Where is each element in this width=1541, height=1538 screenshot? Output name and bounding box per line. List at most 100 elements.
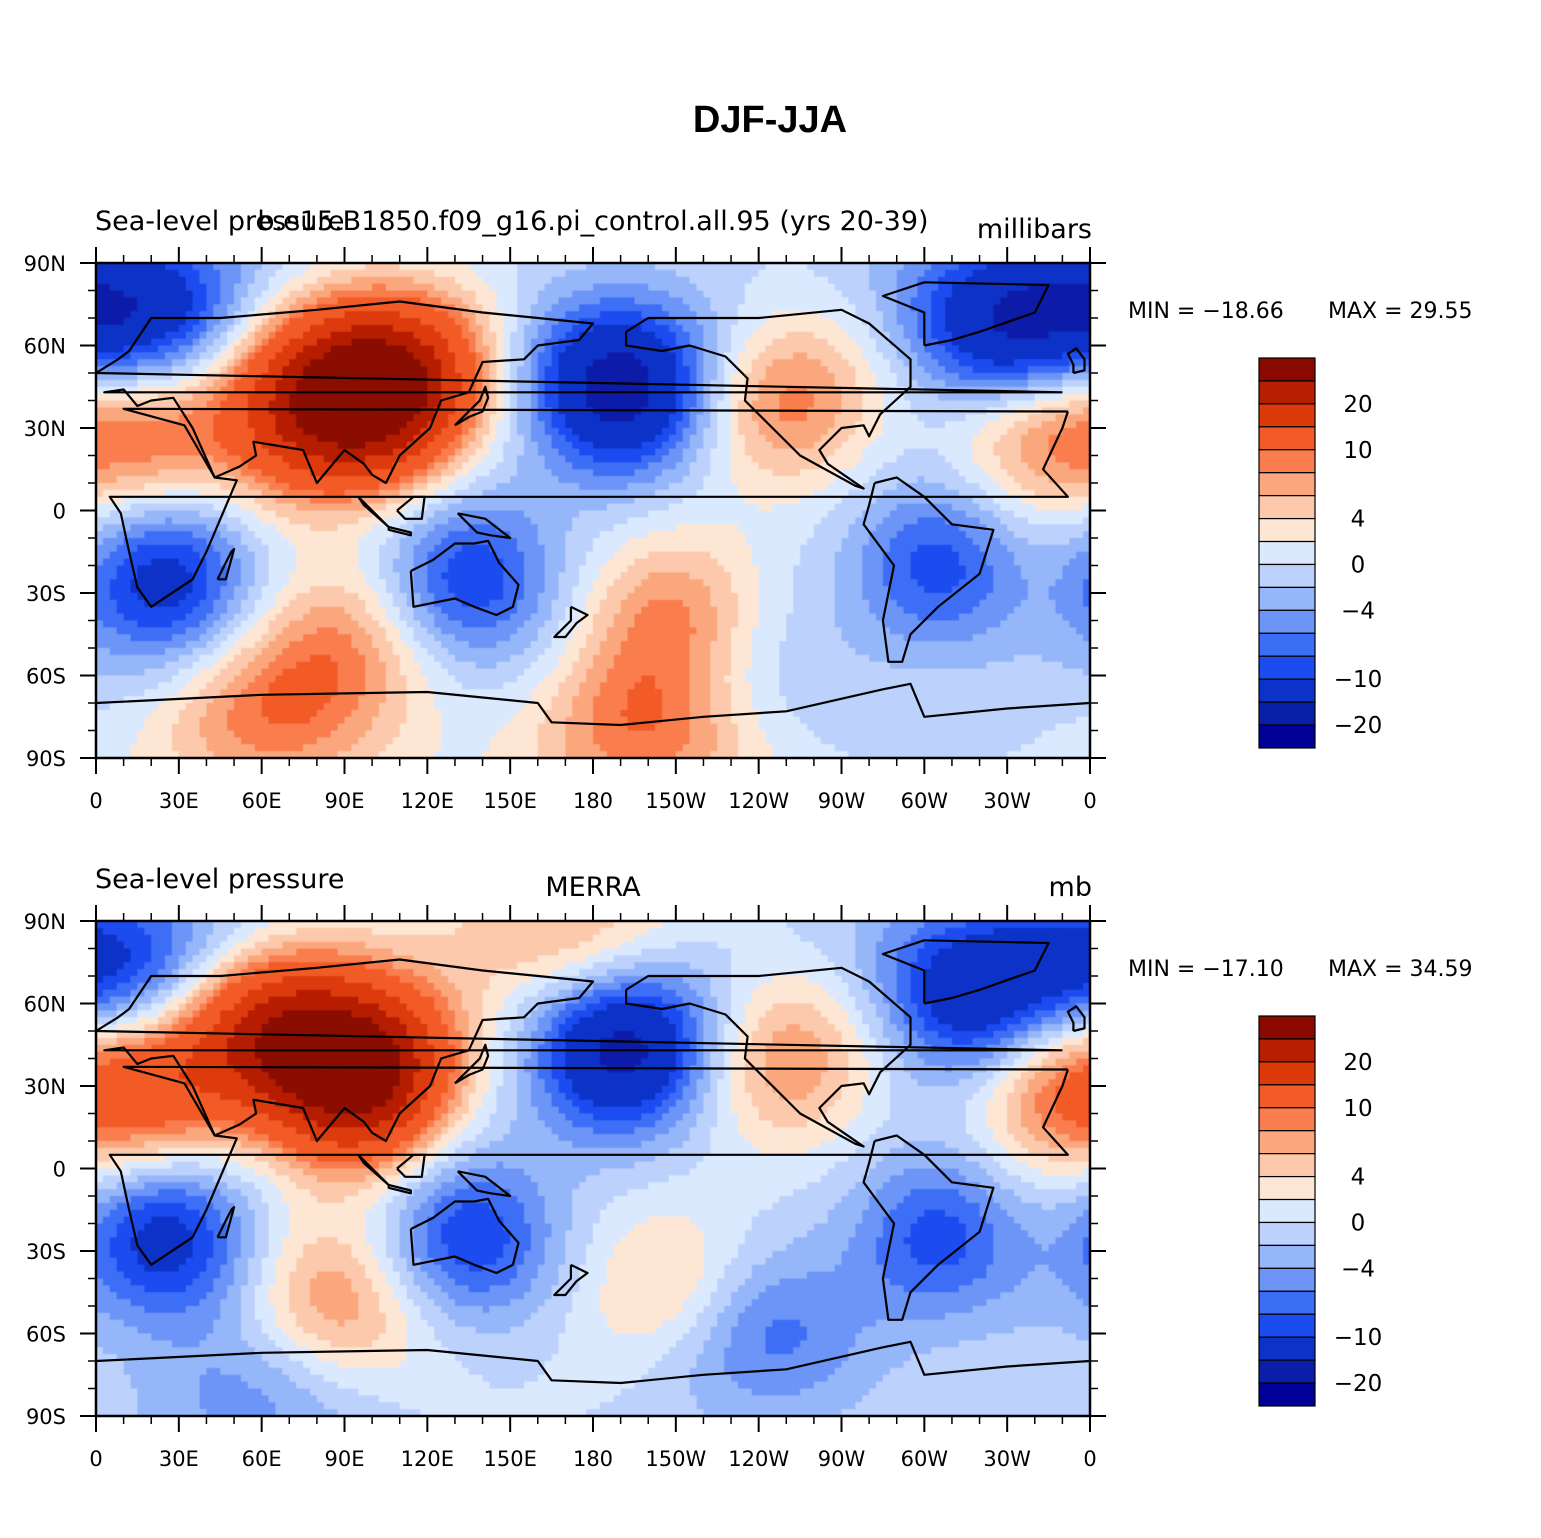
colorbar-swatch (1259, 1222, 1315, 1245)
lat-tick-label: 30N (24, 1075, 66, 1099)
lon-tick-label: 120E (401, 789, 454, 813)
colorbar-label: −20 (1334, 1371, 1383, 1397)
lon-tick-label: 30W (983, 1447, 1031, 1471)
lon-tick-label: 0 (1083, 789, 1096, 813)
lon-tick-label: 60W (901, 789, 949, 813)
lon-tick-label: 150E (483, 1447, 536, 1471)
colorbar-label: 20 (1343, 1050, 1372, 1076)
colorbar-swatch (1259, 725, 1315, 748)
colorbar-swatch (1259, 633, 1315, 656)
colorbar-swatch (1259, 1200, 1315, 1223)
max-label: MAX = 34.59 (1328, 957, 1473, 982)
colorbar-swatch (1259, 679, 1315, 702)
lon-tick-label: 30W (983, 789, 1031, 813)
colorbar-label: −4 (1341, 1256, 1375, 1282)
lat-tick-label: 90N (24, 252, 66, 276)
colorbar-label: 0 (1351, 552, 1366, 578)
panel-merra: Sea-level pressure MERRA mb 0 30E 60E 90E 12… (24, 864, 1473, 1471)
sea-level-pressure-field (96, 921, 1091, 1417)
lat-tick-label: 90S (26, 1405, 66, 1429)
lat-tick-label: 90N (24, 910, 66, 934)
lon-tick-label: 150W (645, 1447, 706, 1471)
colorbar-swatch (1259, 542, 1315, 565)
lon-tick-label: 30E (159, 1447, 199, 1471)
colorbar-swatch (1259, 1154, 1315, 1177)
lon-tick-label: 180 (573, 1447, 613, 1471)
colorbar-label: 10 (1343, 1096, 1372, 1122)
lon-tick-label: 120W (728, 789, 789, 813)
colorbar-swatch (1259, 1314, 1315, 1337)
colorbar-swatch (1259, 1108, 1315, 1131)
colorbar-label: −20 (1334, 713, 1383, 739)
lat-tick-label: 60N (24, 993, 66, 1017)
colorbar-swatch (1259, 1291, 1315, 1314)
lon-tick-label: 90W (818, 789, 866, 813)
lon-tick-label: 120E (401, 1447, 454, 1471)
lon-tick-label: 180 (573, 789, 613, 813)
colorbar-label: 20 (1343, 392, 1372, 418)
colorbar-swatch (1259, 1062, 1315, 1085)
colorbar-swatch (1259, 1337, 1315, 1360)
panel-left-label: Sea-level pressure (95, 864, 344, 895)
colorbar-swatch (1259, 1131, 1315, 1154)
colorbar-swatch (1259, 1177, 1315, 1200)
lon-tick-label: 90E (325, 789, 365, 813)
colorbar-swatch (1259, 1016, 1315, 1039)
lon-tick-label: 0 (89, 789, 102, 813)
lon-tick-label: 30E (159, 789, 199, 813)
lon-tick-label: 60E (242, 1447, 282, 1471)
lat-tick-label: 60N (24, 335, 66, 359)
colorbar-swatch (1259, 610, 1315, 633)
colorbar-label: −10 (1334, 1325, 1383, 1351)
colorbar-swatch (1259, 404, 1315, 427)
colorbar-swatch (1259, 358, 1315, 381)
colorbar-label: 10 (1343, 438, 1372, 464)
panel-center-label: MERRA (545, 872, 641, 903)
panel-units-label: mb (1049, 872, 1092, 903)
colorbar-swatch (1259, 1360, 1315, 1383)
field-cells (96, 921, 1091, 1417)
colorbar-label: 0 (1351, 1210, 1366, 1236)
panel-model: Sea-level pressure b.e15.B1850.f09_g16.p… (24, 206, 1473, 813)
colorbar-swatch (1259, 427, 1315, 450)
lon-tick-label: 0 (89, 1447, 102, 1471)
colorbar-swatch (1259, 564, 1315, 587)
colorbar-swatch (1259, 496, 1315, 519)
lat-tick-label: 30N (24, 417, 66, 441)
max-label: MAX = 29.55 (1328, 299, 1473, 324)
colorbar: 20 10 4 0 −4 −10 −20 (1259, 1016, 1382, 1406)
colorbar-swatch (1259, 1039, 1315, 1062)
colorbar-swatch (1259, 1383, 1315, 1406)
min-label: MIN = −18.66 (1128, 299, 1284, 324)
lat-tick-label: 30S (26, 582, 66, 606)
lon-tick-label: 150W (645, 789, 706, 813)
sea-level-pressure-field (96, 263, 1091, 759)
colorbar-swatch (1259, 656, 1315, 679)
colorbar-label: −4 (1341, 598, 1375, 624)
colorbar-swatch (1259, 381, 1315, 404)
colorbar-swatch (1259, 519, 1315, 542)
lon-tick-label: 90E (325, 1447, 365, 1471)
panel-units-label: millibars (977, 214, 1092, 245)
panel-center-label: b.e15.B1850.f09_g16.pi_control.all.95 (y… (257, 206, 928, 237)
lat-tick-label: 0 (53, 500, 66, 524)
field-cells (96, 263, 1091, 759)
colorbar-swatch (1259, 1245, 1315, 1268)
colorbar-swatch (1259, 1085, 1315, 1108)
colorbar-swatch (1259, 587, 1315, 610)
colorbar-swatch (1259, 450, 1315, 473)
lat-tick-label: 0 (53, 1158, 66, 1182)
lon-tick-label: 0 (1083, 1447, 1096, 1471)
figure-title: DJF-JJA (693, 99, 847, 141)
colorbar-label: 4 (1351, 507, 1366, 533)
lat-tick-label: 90S (26, 747, 66, 771)
lat-tick-label: 60S (26, 1323, 66, 1347)
lon-tick-label: 60E (242, 789, 282, 813)
colorbar-label: 4 (1351, 1165, 1366, 1191)
lon-tick-label: 60W (901, 1447, 949, 1471)
colorbar-swatch (1259, 1268, 1315, 1291)
colorbar-swatch (1259, 702, 1315, 725)
lon-tick-label: 150E (483, 789, 536, 813)
